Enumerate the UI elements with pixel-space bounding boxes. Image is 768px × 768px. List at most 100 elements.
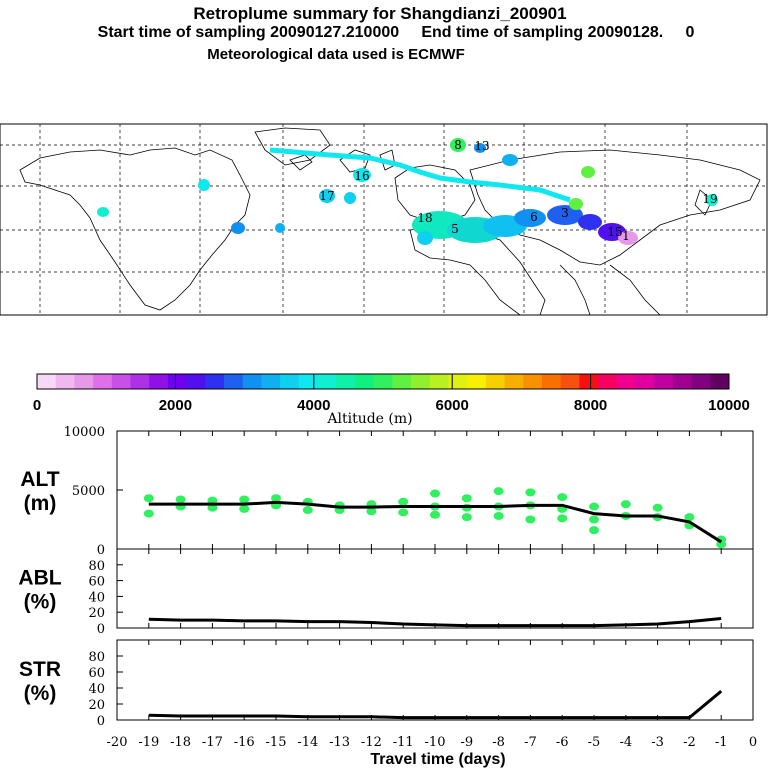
x-tick-label: -19 bbox=[138, 735, 159, 750]
altitude-point bbox=[525, 488, 536, 497]
altitude-point bbox=[271, 494, 281, 503]
y-axis-label: ALT bbox=[20, 468, 59, 491]
plume-particle bbox=[706, 194, 718, 206]
plume-label: 19 bbox=[702, 192, 717, 206]
map-frame bbox=[0, 123, 768, 316]
plume-label: 8 bbox=[454, 138, 462, 152]
x-tick-label: -20 bbox=[107, 735, 128, 750]
altitude-point bbox=[430, 489, 440, 498]
plume-label: 16 bbox=[354, 169, 369, 183]
coastline bbox=[394, 164, 476, 223]
altitude-point bbox=[430, 510, 440, 519]
y-axis-label: (%) bbox=[24, 591, 57, 614]
y-axis-label: (%) bbox=[24, 682, 57, 705]
altitude-point bbox=[143, 509, 154, 518]
colorbar-swatch bbox=[691, 374, 711, 389]
x-axis-label: Travel time (days) bbox=[370, 751, 505, 768]
y-tick-label: 0 bbox=[97, 714, 105, 729]
colorbar-swatch bbox=[298, 374, 319, 389]
x-tick-label: -16 bbox=[234, 735, 255, 750]
panel-alt: 0 5000 10000 ALT(m) bbox=[20, 425, 754, 558]
coastline bbox=[289, 154, 313, 171]
x-tick-label: -14 bbox=[297, 735, 318, 750]
plume-particle bbox=[502, 154, 518, 166]
y-tick-label: 0 bbox=[97, 543, 105, 558]
x-tick-label: -6 bbox=[556, 735, 569, 750]
colorbar-swatch bbox=[354, 374, 375, 389]
altitude-point bbox=[175, 495, 186, 504]
altitude-point bbox=[143, 494, 154, 503]
colorbar-swatch bbox=[130, 374, 150, 389]
colorbar-swatch bbox=[710, 374, 730, 389]
plume-label: 6 bbox=[530, 210, 538, 224]
y-tick-label: 60 bbox=[88, 575, 105, 590]
y-tick-label: 20 bbox=[88, 606, 105, 621]
y-axis-label: STR bbox=[19, 658, 61, 681]
altitude-colorbar: 0 2000 4000 6000 8000 10000 bbox=[33, 373, 750, 414]
coastline bbox=[559, 264, 591, 316]
colorbar-swatch bbox=[560, 374, 580, 389]
series-line bbox=[148, 617, 722, 628]
altitude-point bbox=[589, 502, 599, 511]
plume-label: 13 bbox=[474, 139, 489, 153]
colorbar-swatch bbox=[598, 374, 618, 389]
y-tick-label: 0 bbox=[97, 622, 105, 637]
coastline bbox=[339, 149, 371, 173]
plume-particle bbox=[97, 207, 109, 217]
panel-frame bbox=[116, 548, 754, 629]
y-tick-label: 20 bbox=[88, 698, 105, 713]
altitude-point bbox=[239, 495, 250, 504]
altitude-point bbox=[589, 526, 599, 535]
plume-particle bbox=[231, 222, 245, 234]
colorbar-swatch bbox=[111, 374, 132, 389]
colorbar-tick-label: 8000 bbox=[574, 397, 607, 414]
colorbar-swatch bbox=[448, 374, 468, 389]
colorbar-tick-label: 4000 bbox=[297, 397, 330, 414]
colorbar-swatch bbox=[616, 374, 636, 389]
colorbar-swatch bbox=[149, 374, 169, 389]
y-tick-label: 80 bbox=[88, 650, 105, 665]
altitude-point bbox=[652, 503, 663, 512]
plume-particle bbox=[450, 138, 466, 152]
colorbar-swatch bbox=[336, 374, 356, 389]
y-axis-label: ABL bbox=[18, 567, 61, 590]
colorbar-swatch bbox=[317, 374, 337, 389]
altitude-point bbox=[302, 506, 313, 515]
colorbar-swatch bbox=[579, 374, 599, 389]
colorbar-swatch bbox=[224, 374, 244, 389]
plume-particle bbox=[474, 143, 486, 153]
plume-particle bbox=[578, 214, 602, 230]
y-tick-label: 80 bbox=[88, 559, 105, 574]
panel-frame bbox=[116, 639, 754, 721]
colorbar-swatch bbox=[392, 374, 412, 389]
x-tick-label: -13 bbox=[329, 735, 350, 750]
plume-label: 17 bbox=[319, 189, 334, 203]
met-data-line: Meteorological data used is ECMWF bbox=[207, 46, 465, 63]
x-tick-label: -12 bbox=[361, 735, 382, 750]
sampling-time-line: Start time of sampling 20090127.210000 E… bbox=[97, 24, 695, 41]
chart-title: Retroplume summary for Shangdianzi_20090… bbox=[193, 4, 567, 23]
colorbar-tick-label: 10000 bbox=[708, 397, 750, 414]
colorbar-swatch bbox=[541, 374, 562, 389]
colorbar-swatch bbox=[635, 374, 655, 389]
plume-particle bbox=[198, 179, 210, 191]
altitude-point bbox=[207, 496, 218, 505]
colorbar-tick-label: 2000 bbox=[159, 397, 192, 414]
colorbar-swatch bbox=[93, 374, 113, 389]
altitude-point bbox=[557, 514, 568, 523]
x-tick-label: -11 bbox=[393, 735, 414, 750]
plume-label: 18 bbox=[417, 211, 432, 225]
x-tick-label: -9 bbox=[460, 735, 473, 750]
colorbar-swatch bbox=[672, 374, 693, 389]
colorbar-swatch bbox=[523, 374, 543, 389]
colorbar-swatch bbox=[167, 374, 188, 389]
altitude-point bbox=[461, 494, 472, 503]
x-tick-label: -18 bbox=[170, 735, 191, 750]
altitude-point bbox=[589, 515, 599, 524]
altitude-point bbox=[493, 487, 504, 496]
x-tick-label: -7 bbox=[524, 735, 537, 750]
plume-particle bbox=[319, 189, 335, 203]
